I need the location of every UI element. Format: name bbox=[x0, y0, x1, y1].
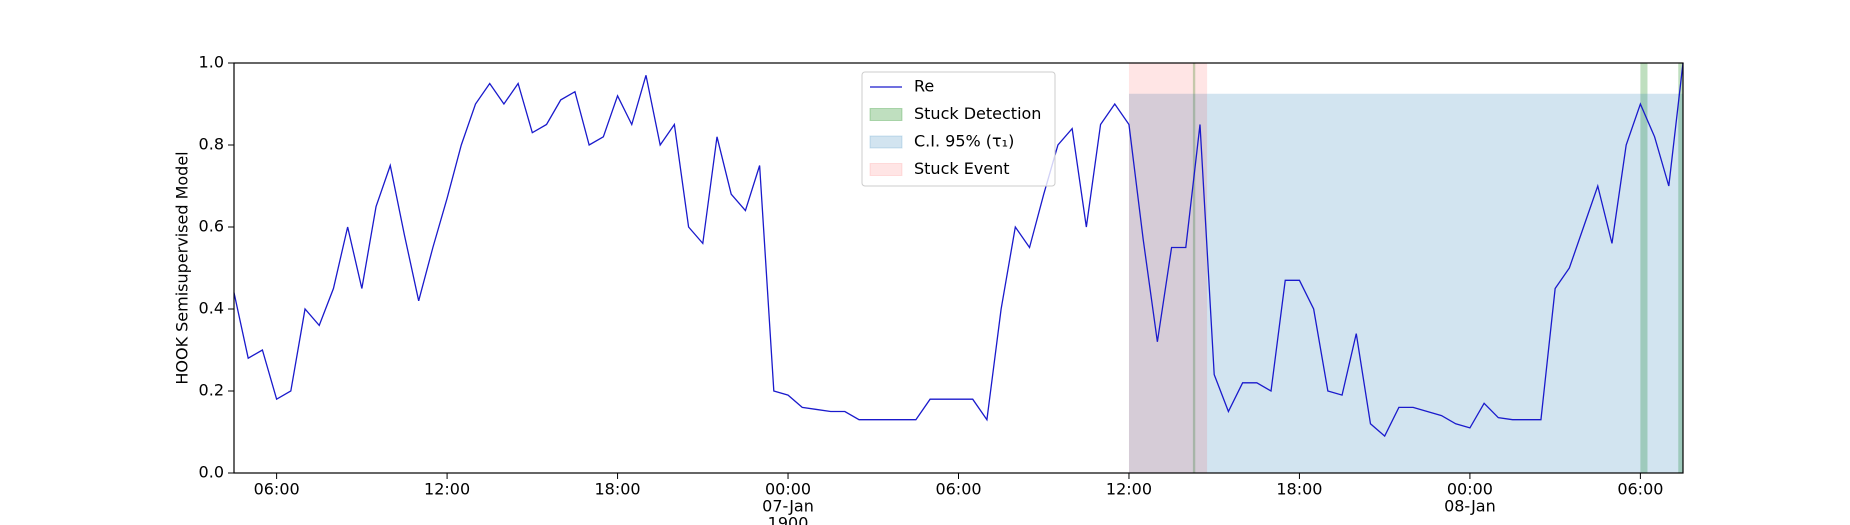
legend-patch bbox=[869, 163, 903, 176]
span-region bbox=[1192, 63, 1196, 473]
y-tick-label: 0.6 bbox=[199, 217, 224, 236]
span-region bbox=[1128, 93, 1683, 473]
legend: Re Stuck Detection C.I. 95% (τ₁) Stuck Even… bbox=[861, 71, 1056, 187]
span-region bbox=[1640, 63, 1648, 473]
legend-label: Stuck Event bbox=[914, 159, 1010, 178]
y-axis-label: HOOK Semisupervised Model bbox=[173, 151, 192, 384]
legend-box bbox=[861, 71, 1056, 187]
legend-label: Re bbox=[914, 77, 934, 96]
data-line bbox=[233, 62, 1684, 438]
x-tick-label: 1900 bbox=[768, 514, 809, 525]
x-tick-label: 12:00 bbox=[1106, 480, 1152, 499]
x-tick-label: 06:00 bbox=[254, 480, 300, 499]
x-tick-label: 00:00 bbox=[765, 480, 811, 499]
y-tick-label: 0.2 bbox=[199, 381, 224, 400]
y-tick-label: 0.8 bbox=[199, 135, 224, 154]
legend-label: Stuck Detection bbox=[914, 104, 1041, 123]
y-tick-label: 0.0 bbox=[199, 463, 224, 482]
x-tick-label: 07-Jan bbox=[762, 497, 814, 516]
legend-patch bbox=[869, 108, 903, 121]
legend-patch bbox=[869, 135, 903, 149]
y-tick-label: 0.4 bbox=[199, 299, 224, 318]
x-tick-label: 00:00 bbox=[1447, 480, 1493, 499]
legend-label: C.I. 95% (τ₁) bbox=[914, 132, 1014, 151]
x-tick-label: 12:00 bbox=[424, 480, 470, 499]
axes-frame bbox=[233, 62, 1684, 474]
x-tick-label: 06:00 bbox=[935, 480, 981, 499]
span-region bbox=[1678, 63, 1683, 473]
y-tick-label: 1.0 bbox=[199, 53, 224, 72]
x-tick-label: 18:00 bbox=[595, 480, 641, 499]
x-tick-label: 06:00 bbox=[1617, 480, 1663, 499]
x-tick-label: 18:00 bbox=[1276, 480, 1322, 499]
x-tick-label: 08-Jan bbox=[1444, 497, 1496, 516]
